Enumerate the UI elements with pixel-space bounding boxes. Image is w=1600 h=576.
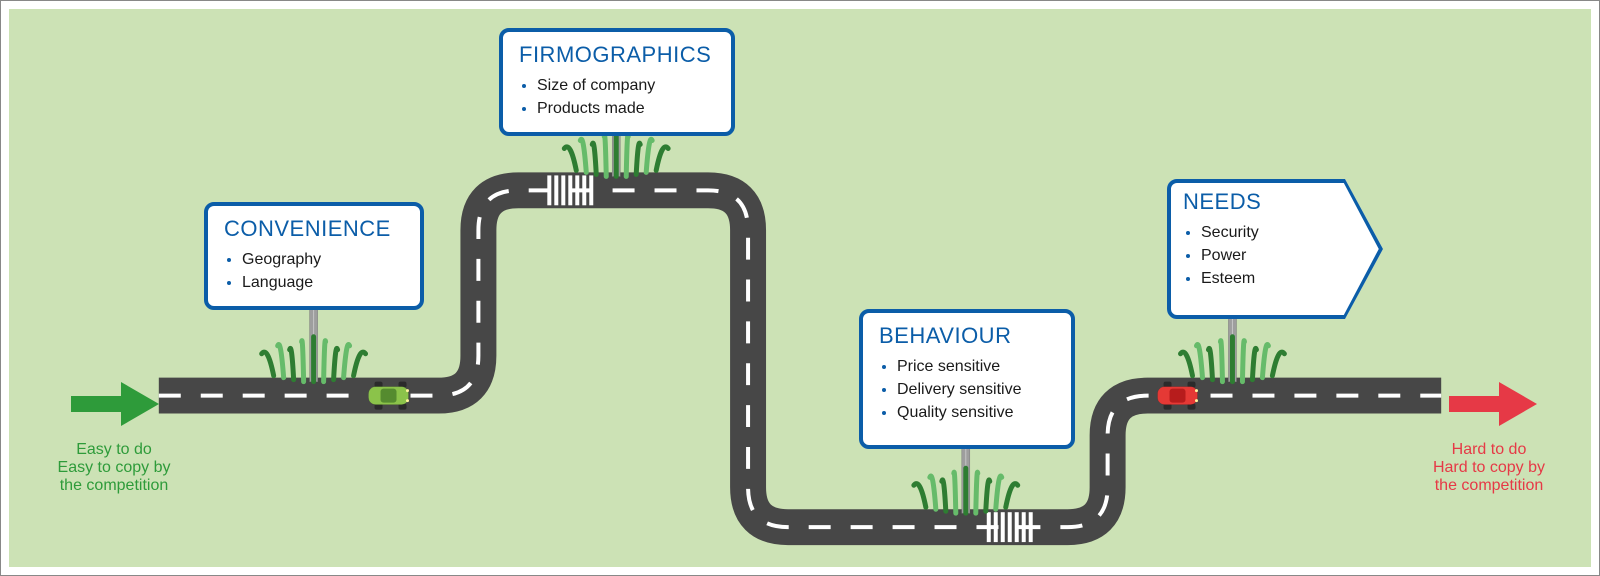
sign-item-list: Price sensitiveDelivery sensitiveQuality… xyxy=(879,355,1055,425)
sign-convenience: CONVENIENCE GeographyLanguage xyxy=(204,202,424,310)
caption-hard: Hard to do Hard to copy by the competiti… xyxy=(1409,441,1569,495)
sign-item: Esteem xyxy=(1201,267,1339,290)
sign-item-list: SecurityPowerEsteem xyxy=(1183,221,1339,291)
grass-icon xyxy=(564,131,668,176)
sign-firmographics: FIRMOGRAPHICS Size of companyProducts mad… xyxy=(499,28,735,136)
sign-item: Security xyxy=(1201,221,1339,244)
sign-item: Quality sensitive xyxy=(897,401,1055,424)
grass-icon xyxy=(1181,337,1285,382)
sign-item: Products made xyxy=(537,97,715,120)
diagram-frame: CONVENIENCE GeographyLanguage FIRMOGRAPHIC… xyxy=(0,0,1600,576)
diagram-canvas: CONVENIENCE GeographyLanguage FIRMOGRAPHIC… xyxy=(9,9,1591,567)
sign-item: Language xyxy=(242,271,404,294)
sign-item: Size of company xyxy=(537,74,715,97)
sign-item: Power xyxy=(1201,244,1339,267)
sign-item-list: Size of companyProducts made xyxy=(519,74,715,120)
sign-title: CONVENIENCE xyxy=(224,216,404,242)
sign-title: FIRMOGRAPHICS xyxy=(519,42,715,68)
sign-title: NEEDS xyxy=(1183,189,1339,215)
sign-item: Price sensitive xyxy=(897,355,1055,378)
grass-icon xyxy=(914,468,1018,513)
sign-item: Delivery sensitive xyxy=(897,378,1055,401)
sign-item-list: GeographyLanguage xyxy=(224,248,404,294)
sign-behaviour: BEHAVIOUR Price sensitiveDelivery sensiti… xyxy=(859,309,1075,449)
arrow-right-icon xyxy=(1449,379,1539,429)
sign-title: BEHAVIOUR xyxy=(879,323,1055,349)
grass-icon xyxy=(262,337,366,382)
sign-needs: NEEDS SecurityPowerEsteem xyxy=(1167,179,1383,319)
caption-easy: Easy to do Easy to copy by the competiti… xyxy=(34,441,194,495)
arrow-left-icon xyxy=(71,379,161,429)
sign-item: Geography xyxy=(242,248,404,271)
